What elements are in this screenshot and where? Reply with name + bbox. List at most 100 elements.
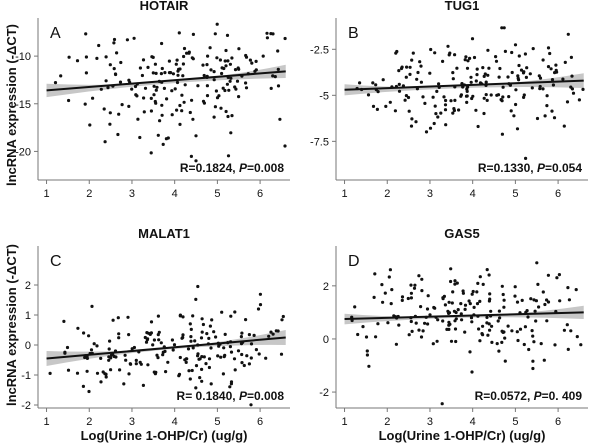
data-point (256, 307, 261, 311)
data-point (475, 302, 480, 306)
data-point (273, 75, 277, 79)
data-point (177, 31, 181, 35)
data-point (178, 103, 182, 108)
data-point (53, 81, 58, 85)
data-point (83, 102, 87, 106)
data-point (212, 78, 216, 82)
data-point (166, 360, 170, 364)
data-point (488, 297, 492, 301)
data-point (116, 132, 120, 137)
data-point (545, 94, 549, 98)
data-point (371, 81, 375, 85)
data-point (478, 339, 482, 343)
data-point (390, 288, 394, 292)
data-point (441, 59, 445, 64)
data-point (536, 282, 540, 286)
data-point (513, 43, 518, 47)
data-point (108, 111, 112, 115)
data-point (486, 48, 490, 52)
data-point (223, 332, 227, 336)
data-point (247, 333, 251, 337)
data-point (91, 96, 95, 100)
data-point (503, 359, 507, 363)
data-point (190, 56, 194, 60)
data-point (538, 76, 543, 80)
data-point (485, 315, 489, 319)
data-point (550, 78, 555, 82)
data-point (459, 302, 463, 306)
data-point (554, 63, 558, 67)
data-point (510, 329, 514, 333)
data-point (119, 60, 123, 65)
data-point (219, 106, 223, 110)
data-point (81, 384, 85, 388)
data-point (555, 70, 559, 74)
data-point (116, 316, 120, 320)
data-point (420, 277, 424, 281)
data-point (122, 382, 126, 386)
data-point (114, 355, 118, 359)
data-point (535, 116, 540, 121)
data-point (412, 286, 417, 290)
data-point (421, 95, 425, 99)
data-point (477, 327, 481, 331)
data-point (212, 330, 216, 334)
data-point (95, 344, 99, 348)
data-point (215, 56, 219, 60)
data-point (87, 334, 91, 338)
data-point (531, 366, 535, 371)
x-tick-label: 6 (257, 416, 263, 428)
data-point (220, 66, 224, 70)
data-point (235, 79, 240, 83)
data-point (449, 279, 453, 284)
data-point (156, 333, 160, 337)
data-point (228, 79, 232, 83)
panel-letter: C (50, 253, 62, 270)
data-point (89, 348, 94, 352)
data-point (141, 383, 145, 387)
data-point (247, 362, 251, 366)
data-point (84, 55, 88, 59)
data-point (82, 331, 86, 335)
data-point (214, 89, 218, 93)
x-tick-label: 1 (341, 188, 347, 200)
data-point (194, 159, 198, 163)
data-point (138, 66, 142, 70)
data-point (444, 123, 448, 127)
data-point (240, 331, 244, 335)
panel-gas5: 1 2 3 4 5 6 2 0 -2 GAS5 D R=0.0572, P=0. 409 (319, 226, 588, 428)
data-point (164, 370, 168, 374)
data-point (521, 71, 526, 75)
data-point (467, 299, 471, 303)
data-point (419, 80, 423, 84)
data-point (553, 343, 557, 347)
data-point (513, 294, 517, 298)
data-point (358, 81, 362, 85)
data-point (503, 49, 507, 54)
data-point (151, 55, 155, 60)
data-point (120, 103, 124, 107)
data-point (431, 342, 435, 346)
data-point (183, 83, 187, 87)
data-point (497, 349, 501, 353)
x-tick-label: 6 (257, 188, 263, 200)
data-point (534, 299, 539, 303)
data-point (104, 79, 108, 83)
data-point (487, 66, 491, 70)
data-point (216, 354, 220, 358)
data-point (160, 41, 164, 46)
y-tick-label: -2 (21, 400, 31, 412)
data-point (425, 307, 430, 311)
data-point (208, 324, 212, 328)
data-point (411, 51, 415, 55)
data-point (223, 353, 227, 357)
data-point (371, 104, 376, 108)
data-point (155, 353, 159, 357)
data-point (229, 76, 233, 80)
data-point (474, 79, 478, 83)
data-point (456, 308, 460, 312)
data-point (144, 340, 149, 344)
data-point (181, 315, 185, 319)
data-point (424, 130, 429, 134)
data-point (459, 94, 463, 98)
